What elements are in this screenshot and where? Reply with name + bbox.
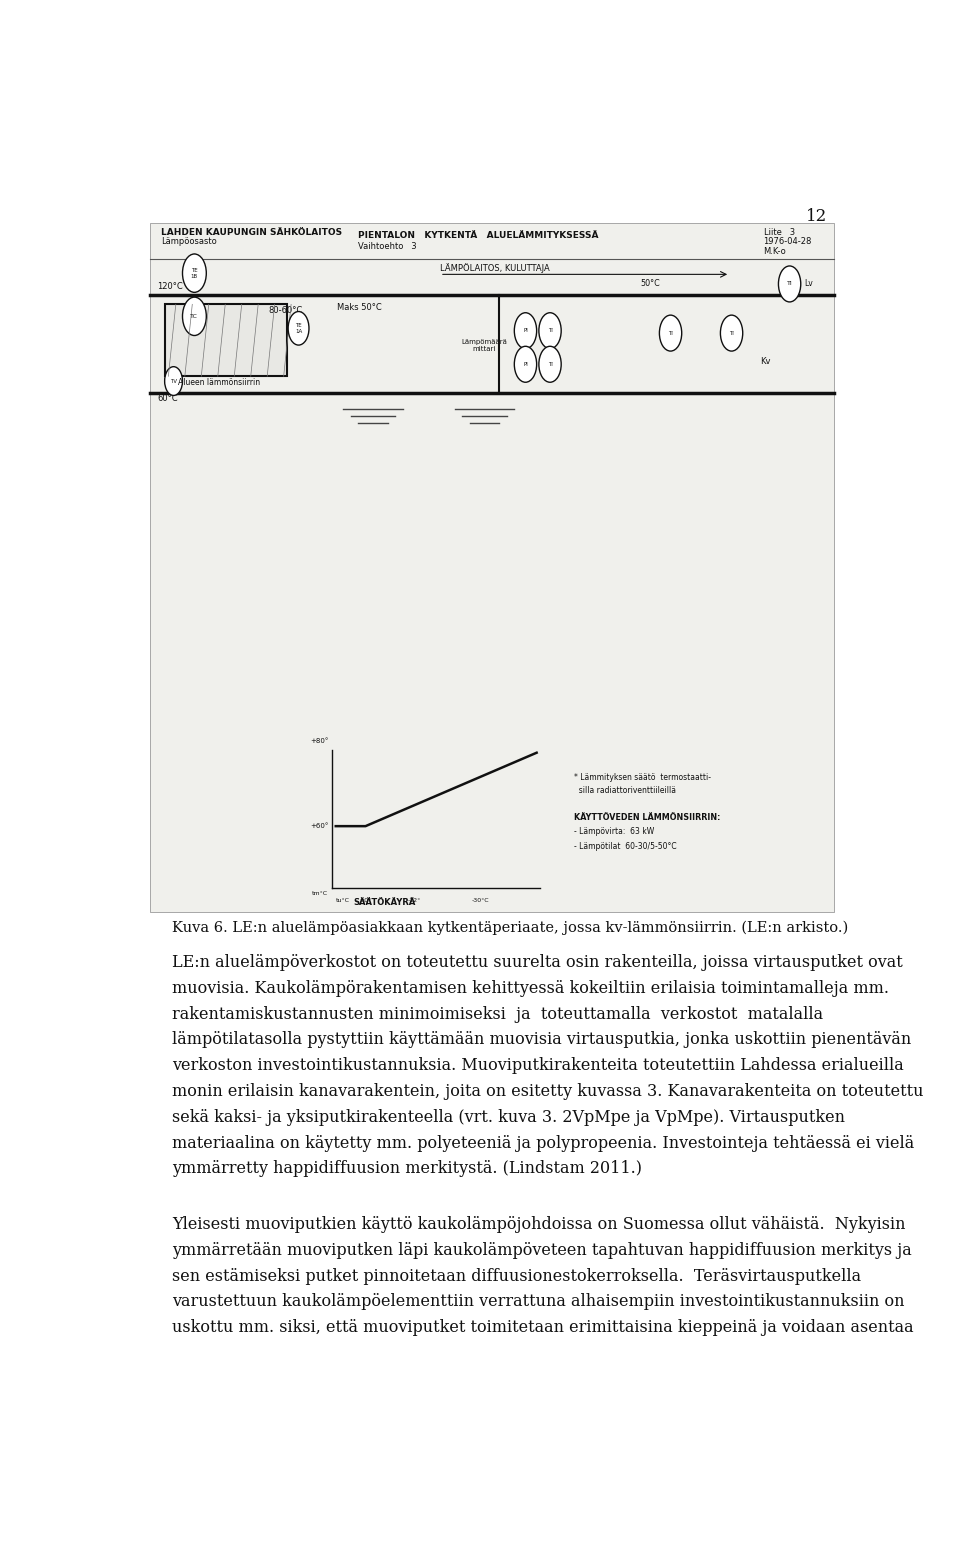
Text: - Lämpötilat  60-30/5-50°C: - Lämpötilat 60-30/5-50°C (574, 842, 677, 850)
Text: TI: TI (787, 282, 792, 286)
Circle shape (539, 346, 562, 383)
Text: LÄMPÖLAITOS, KULUTTAJA: LÄMPÖLAITOS, KULUTTAJA (440, 263, 550, 272)
Text: ±0°: ±0° (359, 898, 372, 903)
Text: varustettuun kaukolämpöelementtiin verrattuna alhaisempiin investointikustannuks: varustettuun kaukolämpöelementtiin verra… (172, 1294, 904, 1311)
Text: sekä kaksi- ja yksiputkirakenteella (vrt. kuva 3. 2VpMpe ja VpMpe). Virtausputke: sekä kaksi- ja yksiputkirakenteella (vrt… (172, 1109, 845, 1126)
Text: 1976-04-28: 1976-04-28 (763, 237, 812, 246)
Text: tu°C: tu°C (336, 898, 349, 903)
Text: rakentamiskustannusten minimoimiseksi  ja  toteuttamalla  verkostot  matalalla: rakentamiskustannusten minimoimiseksi ja… (172, 1006, 824, 1023)
Text: verkoston investointikustannuksia. Muoviputkirakenteita toteutettiin Lahdessa er: verkoston investointikustannuksia. Muovi… (172, 1057, 903, 1074)
Circle shape (515, 313, 537, 349)
Text: TV: TV (170, 378, 177, 383)
Text: Yleisesti muoviputkien käyttö kaukolämpöjohdoissa on Suomessa ollut vähäistä.  N: Yleisesti muoviputkien käyttö kaukolämpö… (172, 1216, 905, 1233)
Text: 80-60°C: 80-60°C (269, 305, 303, 315)
Text: ymmärretään muoviputken läpi kaukolämpöveteen tapahtuvan happidiffuusion merkity: ymmärretään muoviputken läpi kaukolämpöv… (172, 1242, 912, 1260)
Text: +80°: +80° (310, 738, 328, 744)
Circle shape (539, 313, 562, 349)
Text: TI: TI (547, 329, 552, 333)
Circle shape (515, 346, 537, 383)
Text: Kuva 6. LE:n aluelämpöasiakkaan kytkentäperiaate, jossa kv-lämmönsiirrin. (LE:n : Kuva 6. LE:n aluelämpöasiakkaan kytkentä… (172, 920, 849, 934)
Text: +60°: +60° (310, 824, 328, 830)
Text: SÄÄTÖKÄYRÄ: SÄÄTÖKÄYRÄ (353, 898, 416, 906)
Text: TC: TC (190, 315, 199, 319)
Text: LE:n aluelämpöverkostot on toteutettu suurelta osin rakenteilla, joissa virtausp: LE:n aluelämpöverkostot on toteutettu su… (172, 954, 902, 972)
Text: PI: PI (523, 361, 528, 367)
Text: materiaalina on käytetty mm. polyeteeniä ja polypropeenia. Investointeja tehtäes: materiaalina on käytetty mm. polyeteeniä… (172, 1135, 914, 1152)
Text: monin erilaisin kanavarakentein, joita on esitetty kuvassa 3. Kanavarakenteita o: monin erilaisin kanavarakentein, joita o… (172, 1084, 924, 1099)
Text: TI: TI (730, 330, 734, 336)
Text: muovisia. Kaukolämpörakentamisen kehittyessä kokeiltiin erilaisia toimintamallej: muovisia. Kaukolämpörakentamisen kehitty… (172, 979, 889, 996)
Text: TI: TI (547, 361, 552, 367)
Text: uskottu mm. siksi, että muoviputket toimitetaan erimittaisina kieppeinä ja voida: uskottu mm. siksi, että muoviputket toim… (172, 1319, 914, 1336)
Text: * Lämmityksen säätö  termostaatti-: * Lämmityksen säätö termostaatti- (574, 774, 710, 782)
Circle shape (660, 315, 682, 350)
Text: KÄYTTÖVEDEN LÄMMÖNSIIRRIN:: KÄYTTÖVEDEN LÄMMÖNSIIRRIN: (574, 813, 720, 822)
Text: - Lämpövirta:  63 kW: - Lämpövirta: 63 kW (574, 827, 654, 836)
Text: lämpötilatasolla pystyttiin käyttämään muovisia virtausputkia, jonka uskottiin p: lämpötilatasolla pystyttiin käyttämään m… (172, 1031, 911, 1048)
Text: LAHDEN KAUPUNGIN SÄHKÖLAITOS: LAHDEN KAUPUNGIN SÄHKÖLAITOS (161, 227, 342, 237)
Circle shape (182, 297, 206, 335)
Circle shape (720, 315, 743, 350)
Text: TI: TI (668, 330, 673, 336)
Text: Vaihtoehto   3: Vaihtoehto 3 (358, 243, 417, 251)
Text: Lämpömäärä
mittari: Lämpömäärä mittari (462, 339, 508, 352)
Text: M.K-o: M.K-o (763, 248, 786, 255)
Text: Alueen lämmönsiirrin: Alueen lämmönsiirrin (178, 378, 260, 386)
Text: TE
1B: TE 1B (191, 268, 198, 279)
Text: PI: PI (523, 329, 528, 333)
Text: Kv: Kv (760, 357, 770, 366)
Bar (165, 304, 287, 377)
Text: -12°: -12° (407, 898, 420, 903)
Text: Lv: Lv (804, 279, 813, 288)
Circle shape (182, 254, 206, 293)
Circle shape (288, 311, 309, 346)
Bar (150, 223, 834, 912)
Text: Lämpöosasto: Lämpöosasto (161, 237, 217, 246)
Text: silla radiattoriventtiileillä: silla radiattoriventtiileillä (574, 786, 676, 796)
Text: 12: 12 (805, 209, 827, 226)
Circle shape (165, 366, 182, 395)
Text: sen estämiseksi putket pinnoitetaan diffuusionestokerroksella.  Teräsvirtausputk: sen estämiseksi putket pinnoitetaan diff… (172, 1267, 861, 1285)
Text: Liite   3: Liite 3 (763, 227, 795, 237)
Text: TE
1A: TE 1A (295, 322, 302, 333)
Circle shape (779, 266, 801, 302)
Text: 120°C: 120°C (157, 282, 183, 291)
Text: PIENTALON   KYTKENTÄ   ALUELÄMMITYKSESSÄ: PIENTALON KYTKENTÄ ALUELÄMMITYKSESSÄ (358, 232, 599, 240)
Text: 60°C: 60°C (157, 394, 178, 403)
Text: ymmärretty happidiffuusion merkitystä. (Lindstam 2011.): ymmärretty happidiffuusion merkitystä. (… (172, 1160, 642, 1177)
Text: 50°C: 50°C (641, 279, 660, 288)
Text: tm°C: tm°C (312, 891, 328, 895)
Text: Maks 50°C: Maks 50°C (337, 304, 382, 313)
Text: -30°C: -30°C (472, 898, 490, 903)
